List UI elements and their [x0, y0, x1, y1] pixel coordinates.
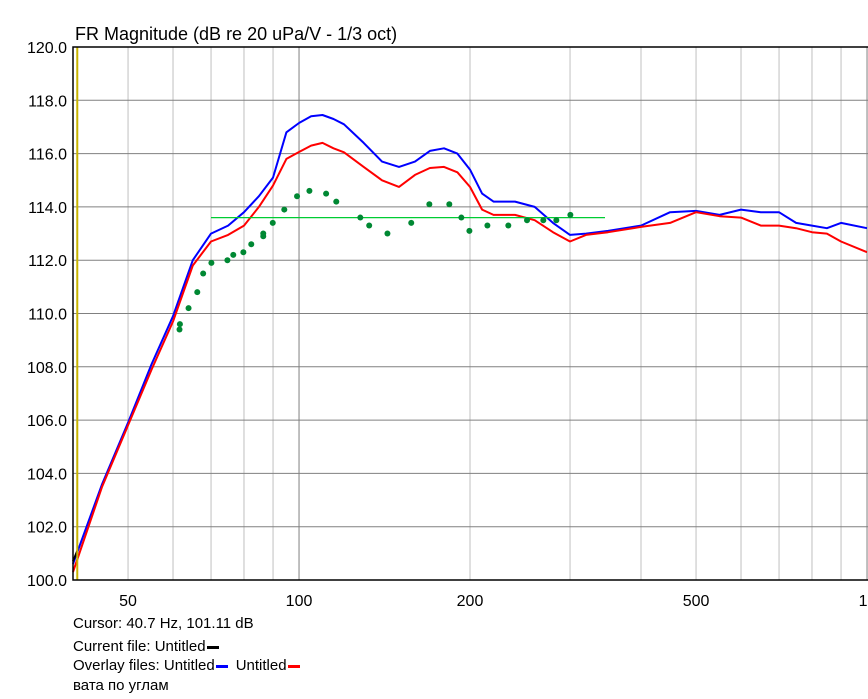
y-axis-labels: 100.0 102.0 104.0 106.0 108.0 110.0 112.0 114.0… [27, 40, 67, 590]
series-group [72, 114, 868, 573]
x-tick-label: 50 [119, 593, 137, 610]
data-point [357, 214, 364, 221]
data-point [248, 241, 255, 248]
overlay-file-2: Untitled [235, 657, 287, 674]
data-point [408, 219, 415, 226]
data-point [294, 193, 301, 200]
note-text: вата по углам [73, 677, 169, 694]
data-point [567, 211, 574, 218]
x-tick-label: 200 [457, 593, 484, 610]
data-point [269, 219, 276, 226]
data-point [176, 321, 183, 328]
current-file-line: Current file: Untitled [73, 638, 227, 655]
data-point [230, 251, 237, 258]
data-point [200, 270, 207, 277]
y-tick-label: 112.0 [28, 253, 67, 270]
y-tick-label: 114.0 [28, 200, 67, 217]
x-tick-label: 100 [286, 593, 313, 610]
data-point [281, 206, 288, 213]
y-tick-label: 102.0 [27, 520, 67, 537]
y-tick-label: 108.0 [27, 360, 67, 377]
series-line-0 [72, 114, 868, 565]
data-point [194, 289, 201, 296]
data-point [553, 217, 560, 224]
data-point [306, 187, 313, 194]
overlay-file-1: Overlay files: Untitled [73, 657, 215, 674]
data-point [240, 249, 247, 256]
data-point [524, 217, 531, 224]
grid [72, 46, 868, 581]
plot-frame [72, 46, 868, 581]
data-point [208, 259, 215, 266]
overlay-swatch-blue [215, 664, 228, 668]
y-tick-label: 120.0 [27, 40, 67, 57]
y-tick-label: 110.0 [28, 307, 67, 324]
y-tick-label: 116.0 [28, 147, 67, 164]
data-point [384, 230, 391, 237]
chart-title: FR Magnitude (dB re 20 uPa/V - 1/3 oct) [75, 24, 397, 44]
x-axis-labels: 50 100 200 500 1k [119, 593, 868, 610]
series-line-1 [72, 141, 868, 573]
data-point [366, 222, 373, 229]
data-point [505, 222, 512, 229]
data-point [185, 305, 192, 312]
cursor-readout: Cursor: 40.7 Hz, 101.11 dB [73, 615, 254, 632]
data-point [260, 233, 267, 240]
x-tick-label: 1k [859, 593, 868, 610]
x-tick-label: 500 [683, 593, 710, 610]
data-point [484, 222, 491, 229]
data-point [446, 201, 453, 208]
overlay-files-line: Overlay files: Untitled Untitled [73, 657, 308, 674]
current-file-label: Current file: Untitled [73, 638, 206, 655]
data-point [466, 227, 473, 234]
overlay-swatch-red [287, 664, 300, 668]
y-tick-label: 118.0 [28, 93, 67, 110]
data-point [458, 214, 465, 221]
data-point [224, 257, 231, 264]
data-point [426, 201, 433, 208]
data-point [176, 326, 183, 333]
data-point [540, 217, 547, 224]
y-tick-label: 104.0 [27, 466, 67, 483]
current-file-swatch [206, 645, 219, 649]
y-tick-label: 106.0 [27, 413, 67, 430]
data-point [333, 198, 340, 205]
data-point [323, 190, 330, 197]
y-tick-label: 100.0 [27, 573, 67, 590]
